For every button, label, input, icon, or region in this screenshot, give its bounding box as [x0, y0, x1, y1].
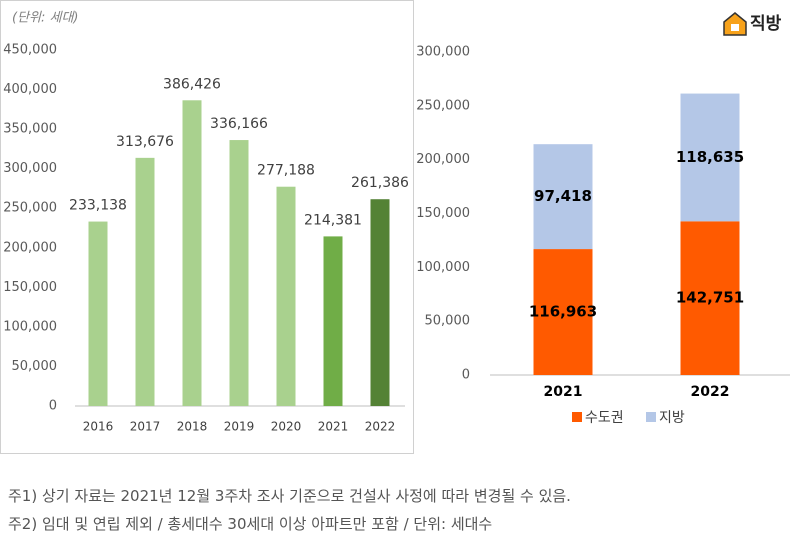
- unit-label: (단위: 세대): [12, 11, 79, 26]
- value-label: 386,426: [163, 76, 221, 92]
- segment-label: 118,635: [676, 148, 744, 166]
- y-tick-label: 150,000: [416, 206, 470, 221]
- bar: [135, 157, 155, 406]
- y-tick-label: 100,000: [416, 260, 470, 275]
- bar: [370, 199, 390, 406]
- y-tick-label: 100,000: [3, 319, 57, 334]
- value-label: 233,138: [69, 198, 127, 214]
- value-label: 261,386: [351, 175, 409, 191]
- logo-window: [731, 24, 739, 31]
- value-label: 313,676: [116, 134, 174, 150]
- bar: [323, 236, 343, 406]
- legend-label: 지방: [659, 410, 685, 426]
- y-tick-label: 250,000: [416, 98, 470, 113]
- bar: [88, 221, 108, 406]
- y-tick-label: 150,000: [3, 280, 57, 295]
- value-label: 277,188: [257, 163, 315, 179]
- legend-swatch: [572, 412, 582, 422]
- brand-logo: 직방: [723, 12, 782, 36]
- y-tick-label: 200,000: [416, 152, 470, 167]
- y-tick-label: 300,000: [3, 161, 57, 176]
- x-tick-label: 2022: [365, 420, 396, 434]
- y-tick-label: 200,000: [3, 240, 57, 255]
- bar-segment: [533, 144, 593, 250]
- x-tick-label: 2018: [177, 420, 208, 434]
- y-tick-label: 250,000: [3, 201, 57, 216]
- segment-label: 97,418: [534, 187, 592, 205]
- charts: (단위: 세대) 직방 0 50,000 100,000 150,000 200,000…: [0, 0, 790, 454]
- y-tick-label: 400,000: [3, 82, 57, 97]
- value-label: 214,381: [304, 212, 362, 228]
- x-tick-label: 2022: [691, 384, 730, 400]
- y-tick-label: 0: [462, 368, 470, 383]
- x-tick-label: 2019: [224, 420, 255, 434]
- y-tick-label: 50,000: [425, 314, 471, 329]
- y-tick-label: 300,000: [416, 45, 470, 60]
- y-tick-label: 50,000: [12, 359, 58, 374]
- x-tick-label: 2016: [83, 420, 114, 434]
- footnote: 주2) 임대 및 연립 제외 / 총세대수 30세대 이상 아파트만 포함 / …: [8, 515, 493, 533]
- x-tick-label: 2020: [271, 420, 302, 434]
- bar-segment: [680, 221, 740, 375]
- y-tick-label: 0: [49, 399, 57, 414]
- brand-text: 직방: [750, 14, 782, 34]
- x-tick-label: 2021: [318, 420, 349, 434]
- panel-border: [0, 0, 414, 454]
- value-label: 336,166: [210, 116, 268, 132]
- y-tick-label: 350,000: [3, 122, 57, 137]
- y-tick-label: 450,000: [3, 43, 57, 58]
- segment-label: 116,963: [529, 303, 597, 321]
- legend-label: 수도권: [585, 410, 624, 426]
- bar: [182, 100, 202, 406]
- x-tick-label: 2017: [130, 420, 161, 434]
- bar-segment: [533, 249, 593, 375]
- x-tick-label: 2021: [544, 384, 583, 400]
- legend-swatch: [646, 412, 656, 422]
- segment-label: 142,751: [676, 289, 744, 307]
- bar: [229, 140, 249, 406]
- bar: [276, 186, 296, 406]
- bar-segment: [680, 93, 740, 222]
- footnote: 주1) 상기 자료는 2021년 12월 3주차 조사 기준으로 건설사 사정에…: [8, 487, 571, 505]
